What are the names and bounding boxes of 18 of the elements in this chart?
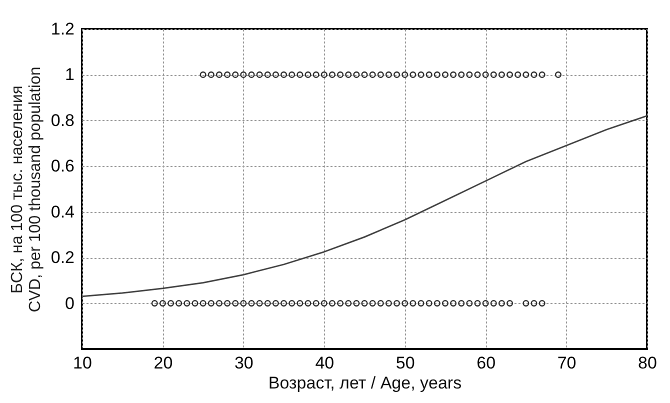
x-tick-label: 10 (73, 354, 92, 372)
y-tick-label: 0.6 (50, 156, 74, 176)
x-tick-label: 30 (234, 354, 254, 372)
y-tick-label: 1 (65, 65, 74, 84)
x-tick-label: 70 (557, 354, 576, 372)
x-tick-label: 80 (638, 354, 657, 372)
y-axis-title: БСК, на 100 тыс. населения CVD, per 100 thousand population (8, 66, 44, 312)
x-tick-label: 20 (154, 354, 173, 372)
y-tick-label: 1.2 (50, 20, 74, 38)
x-tick-label: 40 (315, 354, 334, 372)
x-axis-title: Возраст, лет / Age, years (268, 374, 462, 392)
x-tick-label: 50 (396, 354, 415, 372)
x-tick-label: 60 (476, 354, 496, 372)
y-tick-label: 0.4 (50, 202, 74, 222)
y-tick-label: 0 (65, 294, 74, 313)
y-tick-label: 0.2 (50, 248, 74, 268)
y-tick-label: 0.8 (50, 110, 74, 130)
line-series (82, 115, 647, 298)
